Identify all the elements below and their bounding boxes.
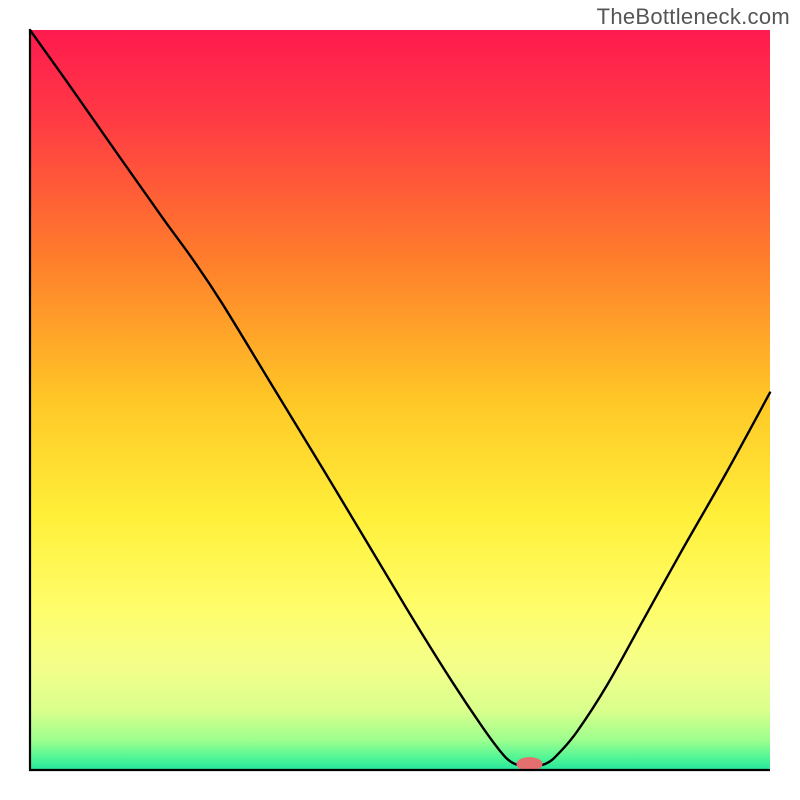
watermark-text: TheBottleneck.com: [597, 4, 790, 30]
plot-background: [30, 30, 770, 770]
bottleneck-chart: TheBottleneck.com: [0, 0, 800, 800]
chart-svg: [0, 0, 800, 800]
